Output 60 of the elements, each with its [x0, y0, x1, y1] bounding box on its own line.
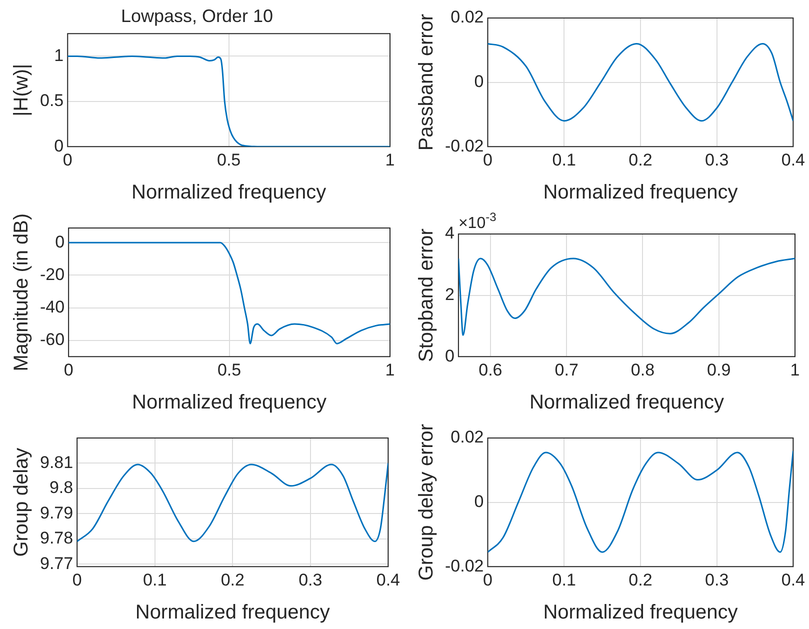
y-tick-label: 9.81	[40, 452, 74, 472]
x-tick-label: 0.4	[376, 570, 400, 590]
x-tick-label: 0.3	[705, 150, 729, 170]
y-axis-title: |H(w)|	[10, 64, 33, 116]
y-tick-label: 4	[444, 224, 454, 243]
y-tick-label: 0	[444, 346, 454, 366]
x-tick-label: 0.7	[554, 360, 578, 380]
y-tick-label: 9.77	[40, 554, 74, 573]
x-tick-label: 0.2	[628, 570, 652, 590]
x-axis-title: Normalized frequency	[529, 392, 724, 414]
y-tick-label: 0	[54, 136, 64, 156]
y-tick-label: 0.02	[450, 428, 484, 447]
x-tick-label: 0.4	[781, 570, 806, 590]
y-axis-title: Group delay	[10, 448, 33, 557]
x-tick-label: 0.6	[478, 360, 502, 380]
x-tick-label: 1	[385, 150, 395, 170]
line-series	[77, 462, 388, 542]
y-tick-label: -20	[40, 264, 65, 284]
line-series	[458, 258, 795, 336]
line-series	[488, 450, 794, 553]
x-tick-label: 0.8	[630, 360, 655, 380]
x-tick-label: 0.4	[781, 150, 806, 170]
x-tick-label: 0.1	[552, 570, 576, 590]
y-tick-label: 9.79	[40, 503, 74, 522]
y-tick-label: -40	[40, 297, 65, 316]
x-tick-label: 1	[385, 360, 395, 380]
x-tick-label: 0.3	[298, 570, 322, 590]
x-tick-label: 1	[790, 360, 800, 380]
y-tick-label: -0.02	[445, 136, 484, 156]
x-axis-title: Normalized frequency	[135, 602, 330, 624]
x-axis-title: Normalized frequency	[543, 182, 738, 204]
x-axis-title: Normalized frequency	[132, 392, 327, 414]
x-tick-label: 0.9	[707, 360, 731, 380]
y-tick-label: 0.02	[450, 8, 484, 27]
y-tick-label: 0	[474, 492, 484, 511]
line-series	[68, 242, 390, 344]
x-tick-label: 0.2	[628, 150, 652, 170]
y-axis-title: Passband error	[416, 14, 438, 151]
y-tick-label: 0.5	[40, 91, 64, 110]
x-axis-title: Normalized frequency	[132, 182, 326, 204]
y-tick-label: 9.8	[49, 478, 74, 498]
y-tick-label: 1	[54, 46, 64, 65]
x-tick-label: 0.5	[217, 360, 242, 380]
y-tick-label: 9.78	[40, 528, 74, 548]
y-axis-title: Stopband error	[416, 228, 438, 362]
y-axis-title: Magnitude (in dB)	[10, 213, 33, 372]
x-tick-label: 0.5	[216, 150, 241, 170]
x-tick-label: 0.1	[552, 150, 576, 170]
y-tick-label: 0	[55, 232, 65, 252]
line-series	[488, 42, 794, 122]
y-tick-label: 2	[444, 284, 454, 304]
y-tick-label: 0	[474, 72, 484, 91]
x-axis-title: Normalized frequency	[543, 602, 738, 624]
y-tick-label: -60	[40, 330, 65, 350]
x-tick-label: 0.2	[220, 570, 244, 590]
y-axis-title: Group delay error	[416, 424, 438, 581]
y-tick-label: -0.02	[445, 556, 484, 576]
x-tick-label: 0.3	[705, 570, 729, 590]
chart-title: Lowpass, Order 10	[120, 6, 274, 26]
x-tick-label: 0.1	[143, 570, 167, 590]
